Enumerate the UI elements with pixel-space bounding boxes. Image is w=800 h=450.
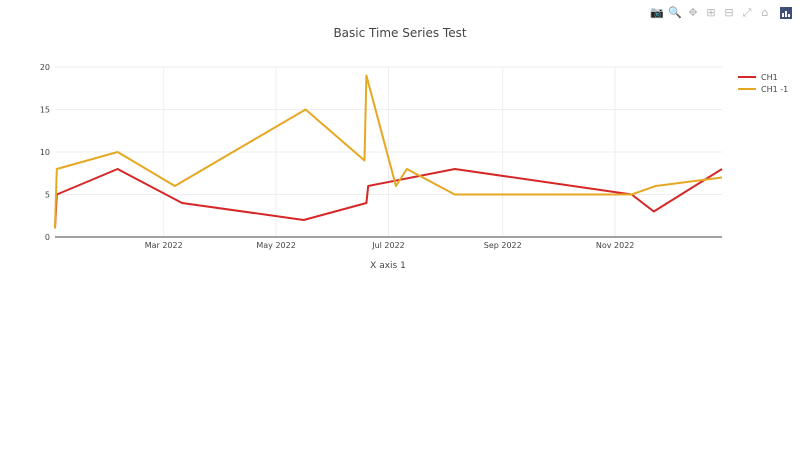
modebar: 📷 🔍 ✥ ⊞ ⊟ ⤢ ⌂ — [650, 6, 792, 20]
legend-item[interactable]: CH1 -1 — [738, 85, 788, 94]
zoom-icon[interactable]: 🔍 — [668, 6, 682, 19]
y-tick-label: 15 — [40, 106, 50, 115]
y-axis-ticks: 0 5 10 15 20 — [40, 63, 50, 242]
x-tick-label: Nov 2022 — [596, 241, 635, 250]
home-icon[interactable]: ⌂ — [761, 6, 769, 19]
series-line-1[interactable] — [54, 168, 723, 229]
legend[interactable]: CH1 CH1 -1 — [738, 73, 788, 94]
grid — [55, 66, 722, 237]
legend-label: CH1 -1 — [761, 85, 788, 94]
x-tick-label: Mar 2022 — [145, 241, 183, 250]
legend-item[interactable]: CH1 — [738, 73, 778, 82]
camera-icon[interactable]: 📷 — [650, 6, 664, 19]
x-tick-label: May 2022 — [256, 241, 295, 250]
y-tick-label: 0 — [45, 233, 50, 242]
autoscale-icon[interactable]: ⤢ — [742, 6, 752, 19]
plotly-logo-icon[interactable] — [780, 7, 792, 19]
x-tick-label: Sep 2022 — [484, 241, 522, 250]
y-tick-label: 5 — [45, 191, 50, 200]
x-axis-label: X axis 1 — [370, 261, 406, 271]
series-layer[interactable] — [54, 74, 723, 229]
series-line-2[interactable] — [54, 74, 723, 229]
chart-title: Basic Time Series Test — [333, 26, 466, 40]
zoom-out-icon[interactable]: ⊟ — [724, 6, 734, 19]
x-axis-ticks: Mar 2022 May 2022 Jul 2022 Sep 2022 Nov 2022 — [145, 241, 635, 250]
x-tick-label: Jul 2022 — [371, 241, 405, 250]
y-tick-label: 20 — [40, 63, 50, 72]
pan-icon[interactable]: ✥ — [688, 6, 698, 19]
y-tick-label: 10 — [40, 148, 50, 157]
legend-label: CH1 — [761, 73, 778, 82]
zoom-in-icon[interactable]: ⊞ — [706, 6, 716, 19]
